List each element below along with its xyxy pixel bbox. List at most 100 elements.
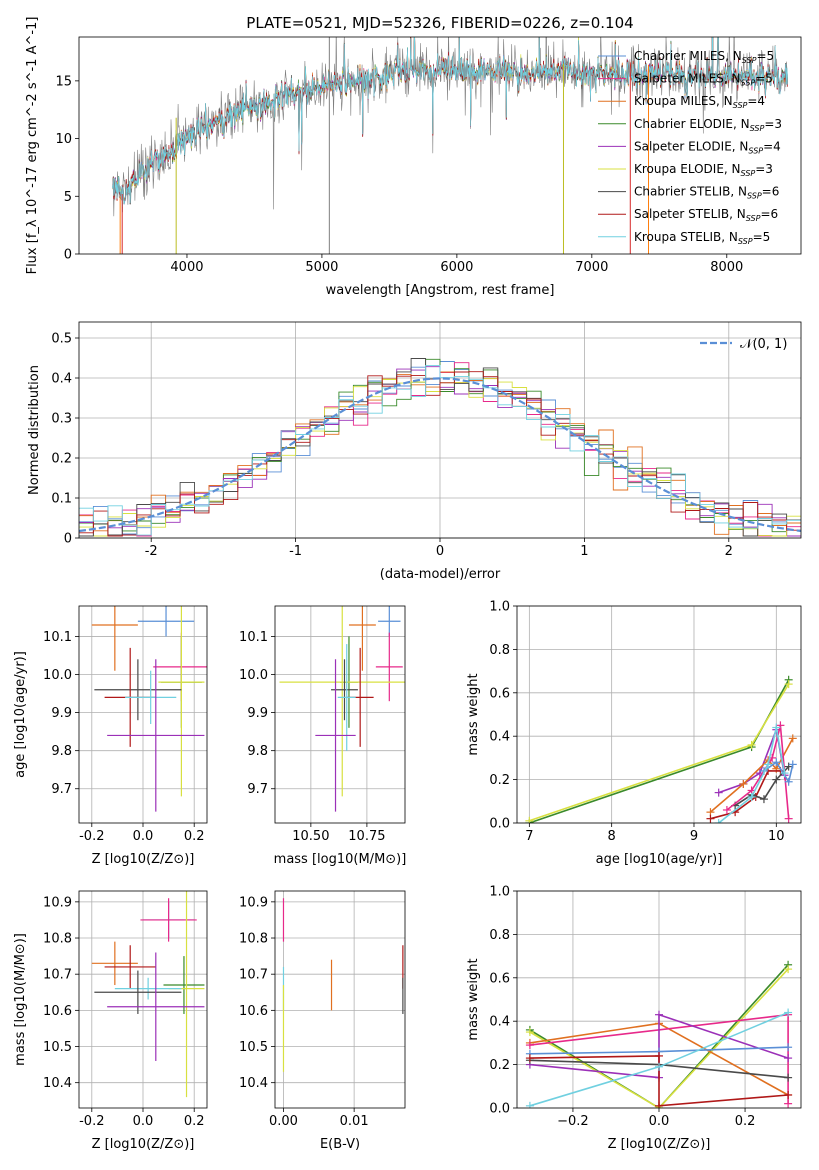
error-bar-point bbox=[125, 670, 177, 725]
x-tick-label: 5000 bbox=[305, 260, 338, 275]
y-tick-label: 10.5 bbox=[239, 1040, 268, 1055]
y-tick-label: 9.9 bbox=[247, 706, 268, 721]
legend-label: Salpeter ELODIE, NSSP=4 bbox=[634, 139, 781, 155]
axes-frame bbox=[274, 890, 406, 1109]
y-tick-label: 15 bbox=[55, 74, 72, 89]
plot-area bbox=[112, 37, 788, 254]
error-bar-point bbox=[94, 970, 182, 1014]
legend-label: Kroupa STELIB, NSSP=5 bbox=[634, 230, 770, 246]
y-tick-label: 10.6 bbox=[43, 1004, 72, 1019]
x-tick-label: 9 bbox=[690, 829, 698, 844]
y-tick-label: 10.1 bbox=[43, 630, 72, 645]
y-tick-label: 5 bbox=[64, 190, 72, 205]
y-tick-label: 0.2 bbox=[51, 452, 72, 467]
error-bar-point bbox=[91, 941, 138, 986]
legend-label: Kroupa ELODIE, NSSP=3 bbox=[634, 162, 773, 178]
y-tick-label: 10.7 bbox=[43, 968, 72, 983]
y-axis-label: Flux [f_λ 10^-17 erg cm^-2 s^-1 A^-1] bbox=[25, 17, 40, 275]
y-tick-label: 9.7 bbox=[247, 782, 268, 797]
weight-line bbox=[529, 1013, 789, 1079]
x-tick-label: 0.0 bbox=[133, 1114, 154, 1129]
y-tick-label: 0.4 bbox=[489, 730, 510, 745]
plot-area bbox=[525, 960, 793, 1108]
error-bar-point bbox=[91, 606, 138, 671]
y-tick-label: 0 bbox=[64, 532, 72, 547]
legend-label: Salpeter STELIB, NSSP=6 bbox=[634, 207, 778, 223]
y-tick-label: 10.0 bbox=[43, 668, 72, 683]
axes-mass-vs-z: -0.2 0.0 0.2 10.4 10.5 10.6 10.7 10.8 10.9 Z [log… bbox=[13, 890, 208, 1152]
y-tick-label: 0.4 bbox=[489, 1015, 510, 1030]
chart-title: PLATE=0521, MJD=52326, FIBERID=0226, z=0… bbox=[246, 14, 633, 32]
y-tick-label: 10.9 bbox=[43, 895, 72, 910]
x-tick-label: 8000 bbox=[710, 260, 743, 275]
x-tick-label: 8 bbox=[608, 829, 616, 844]
y-tick-label: 10.8 bbox=[239, 932, 268, 947]
axes-frame bbox=[78, 605, 208, 824]
x-axis-label: E(B-V) bbox=[320, 1137, 360, 1152]
y-tick-label: 0.5 bbox=[51, 332, 72, 347]
x-tick-label: 0 bbox=[436, 544, 444, 559]
legend-label: 𝒩(0, 1) bbox=[740, 337, 787, 352]
y-axis-label: mass weight bbox=[466, 673, 481, 755]
x-tick-label: 10.50 bbox=[292, 829, 329, 844]
y-tick-label: 0.0 bbox=[489, 817, 510, 832]
y-tick-label: 0.6 bbox=[489, 971, 510, 986]
legend-label: Chabrier STELIB, NSSP=6 bbox=[634, 185, 779, 201]
error-bar-point bbox=[140, 898, 197, 942]
x-tick-label: 2 bbox=[725, 544, 733, 559]
y-tick-label: 0.2 bbox=[489, 773, 510, 788]
error-bar-point bbox=[375, 632, 403, 702]
x-tick-label: 7000 bbox=[575, 260, 608, 275]
axes-age-vs-mass: 10.50 10.75 9.7 9.8 9.9 10.0 10.1 mass [log10(M… bbox=[239, 605, 406, 867]
plot-area bbox=[91, 891, 205, 1098]
x-tick-label: −0.2 bbox=[557, 1114, 589, 1129]
y-axis-label: mass [log10(M/M⊙)] bbox=[13, 933, 28, 1066]
error-bar-point bbox=[348, 606, 376, 671]
error-bar-point bbox=[107, 659, 205, 812]
x-tick-label: -0.2 bbox=[79, 829, 104, 844]
axes-frame bbox=[516, 605, 802, 824]
legend-label: Salpeter MILES, NSSP=5 bbox=[634, 72, 773, 88]
error-bar-point bbox=[114, 977, 182, 1000]
plot-area bbox=[79, 358, 801, 538]
x-axis-label: wavelength [Angstrom, rest frame] bbox=[326, 283, 555, 298]
axes-frame bbox=[78, 890, 208, 1109]
x-tick-label: 0.2 bbox=[184, 829, 205, 844]
x-tick-label: -1 bbox=[289, 544, 302, 559]
histogram-step bbox=[79, 364, 801, 538]
error-bar-point bbox=[378, 606, 401, 637]
y-tick-label: 1.0 bbox=[489, 600, 510, 615]
x-tick-label: 0.01 bbox=[340, 1114, 369, 1129]
gaussian-curve bbox=[79, 377, 801, 533]
axes-frame bbox=[78, 321, 802, 539]
x-tick-label: 0.0 bbox=[649, 1114, 670, 1129]
x-axis-label: Z [log10(Z/Z⊙)] bbox=[92, 1137, 195, 1152]
histogram-step bbox=[79, 371, 801, 538]
axes-residuals: -2 -1 0 1 2 0 0.1 0.2 0.3 0.4 0.5 (data-model)/erro… bbox=[27, 321, 802, 582]
axes-frame bbox=[78, 36, 802, 255]
model-spectrum-line bbox=[112, 37, 788, 207]
y-tick-label: 10.0 bbox=[239, 668, 268, 683]
plot-area bbox=[282, 898, 404, 1072]
error-bar-point bbox=[158, 606, 205, 797]
legend-label: Kroupa MILES, NSSP=4 bbox=[634, 94, 765, 110]
y-tick-label: 0.8 bbox=[489, 928, 510, 943]
y-tick-label: 0.0 bbox=[489, 1102, 510, 1117]
y-tick-label: 9.8 bbox=[51, 744, 72, 759]
error-bar-point bbox=[107, 952, 205, 1061]
axes-age-vs-z: -0.2 0.0 0.2 9.7 9.8 9.9 10.0 10.1 Z [log10(Z/Z⊙… bbox=[13, 605, 208, 867]
y-tick-label: 10.9 bbox=[239, 895, 268, 910]
error-bar-point bbox=[104, 945, 156, 989]
plot-area bbox=[91, 606, 207, 812]
y-tick-label: 0.2 bbox=[489, 1058, 510, 1073]
y-tick-label: 1.0 bbox=[489, 885, 510, 900]
y-tick-label: 0.6 bbox=[489, 686, 510, 701]
y-tick-label: 9.9 bbox=[51, 706, 72, 721]
weight-line bbox=[529, 1055, 789, 1107]
error-bar-point bbox=[137, 606, 195, 637]
y-tick-label: 0.8 bbox=[489, 643, 510, 658]
x-tick-label: -2 bbox=[145, 544, 158, 559]
x-axis-label: age [log10(age/yr)] bbox=[596, 852, 723, 867]
x-axis-label: Z [log10(Z/Z⊙)] bbox=[92, 852, 195, 867]
